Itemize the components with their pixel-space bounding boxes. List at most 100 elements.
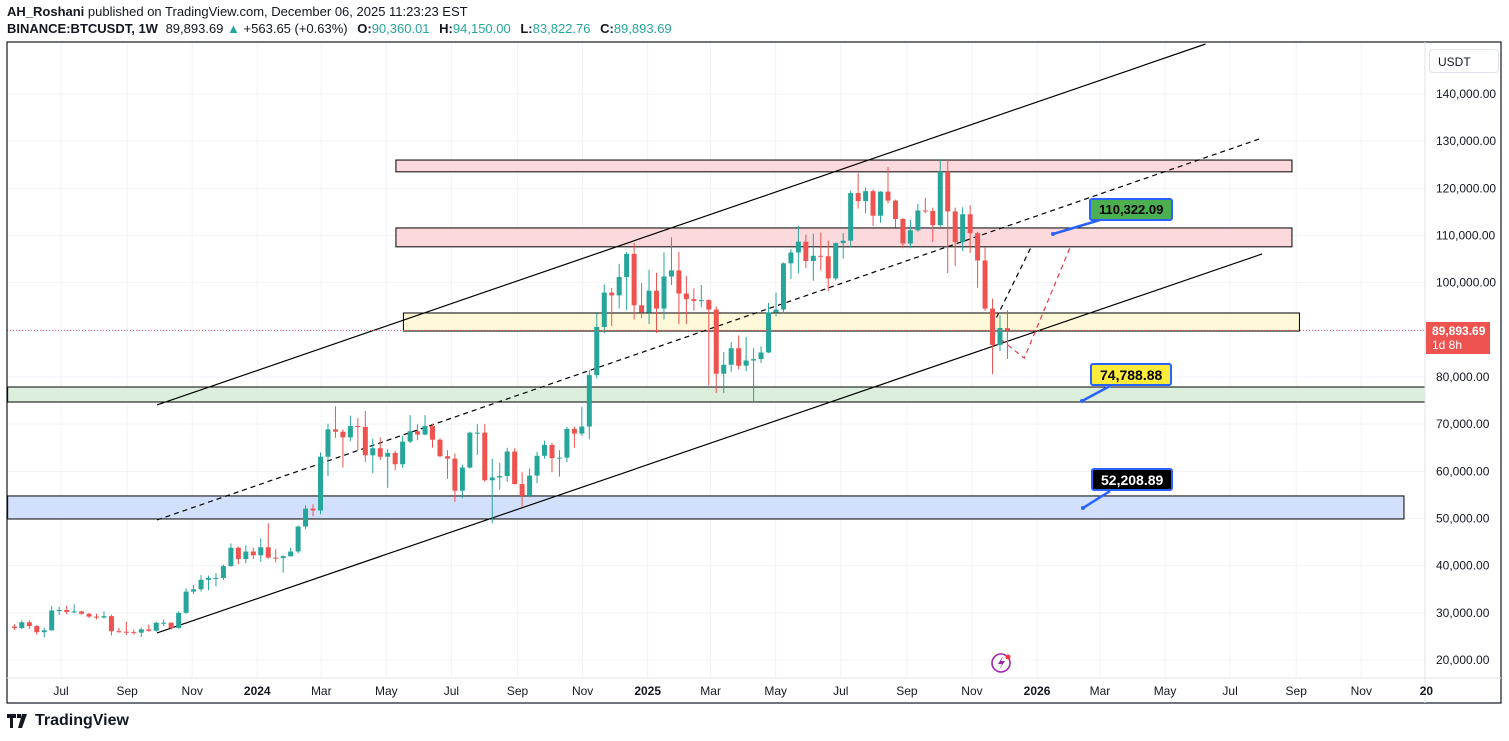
candle	[616, 263, 622, 309]
candle	[444, 450, 450, 479]
candle-body	[161, 622, 167, 624]
candle	[79, 610, 85, 615]
candle-body	[945, 171, 951, 212]
candle	[564, 426, 570, 462]
candle	[131, 629, 137, 635]
x-tick-label: May	[375, 684, 398, 698]
candle	[206, 575, 212, 591]
candle-body	[347, 426, 353, 438]
candle-body	[153, 622, 159, 631]
x-tick-label: Jul	[833, 684, 848, 698]
candle-body	[49, 610, 55, 631]
candle	[489, 458, 495, 524]
low-value: 83,822.76	[532, 21, 591, 36]
candle	[960, 207, 966, 252]
candle-body	[1004, 328, 1010, 331]
candle-body	[295, 526, 301, 552]
candle	[303, 505, 309, 530]
candle	[288, 547, 294, 557]
candle-body	[997, 327, 1003, 345]
x-tick-label: 20	[1420, 684, 1434, 698]
candle	[900, 218, 906, 249]
candle	[482, 424, 488, 482]
candle	[64, 605, 70, 615]
candle	[41, 627, 47, 638]
callout-anchor	[1080, 399, 1084, 403]
callout-110k[interactable]: 110,322.09	[1089, 198, 1174, 221]
x-tick-label: Sep	[507, 684, 529, 698]
candle-body	[922, 210, 928, 212]
candle-body	[407, 431, 413, 442]
candle	[71, 604, 77, 614]
candle-body	[736, 348, 742, 366]
candle-body	[915, 210, 921, 231]
candle-body	[34, 626, 40, 633]
candle	[430, 423, 436, 448]
candle	[407, 415, 413, 444]
candle	[116, 627, 122, 633]
candle-body	[362, 426, 368, 456]
candle	[273, 549, 279, 563]
candle	[437, 438, 443, 458]
candle-body	[639, 305, 645, 313]
candle-body	[990, 308, 996, 345]
candle	[556, 450, 562, 477]
candle	[34, 625, 40, 635]
events-lightning-icon[interactable]	[991, 653, 1011, 673]
x-tick-label: Mar	[1090, 684, 1111, 698]
candle	[213, 573, 219, 587]
candle	[340, 429, 346, 468]
tradingview-logo[interactable]: TradingView	[7, 712, 129, 730]
candle-body	[265, 547, 271, 558]
x-tick-label: Mar	[311, 684, 332, 698]
low-label: L:	[520, 21, 533, 36]
close-value: 89,893.69	[613, 21, 672, 36]
candle	[728, 342, 734, 372]
callout-52k[interactable]: 52,208.89	[1091, 468, 1174, 491]
candle-body	[863, 191, 869, 202]
candle	[676, 252, 682, 325]
y-tick-label: 110,000.00	[1436, 229, 1495, 243]
candle	[713, 306, 719, 394]
symbol-name[interactable]: BINANCE:BTCUSDT, 1W	[7, 21, 158, 36]
candle-body	[430, 426, 436, 440]
candle	[512, 448, 518, 485]
candle	[997, 315, 1003, 352]
candle-body	[497, 476, 503, 478]
last-price: 89,893.69	[165, 21, 224, 36]
candle-body	[318, 456, 324, 511]
candle	[332, 406, 338, 438]
candle-body	[116, 631, 122, 633]
candle	[885, 167, 891, 204]
currency-button[interactable]: USDT	[1429, 49, 1499, 73]
candle	[1004, 310, 1010, 359]
candle-body	[556, 457, 562, 459]
author-name[interactable]: AH_Roshani	[7, 4, 85, 19]
candle-body	[982, 260, 988, 309]
candle	[318, 452, 324, 515]
candle-body	[146, 629, 152, 631]
candle	[833, 242, 839, 281]
candle-body	[392, 452, 398, 465]
candle-body	[728, 348, 734, 365]
candle-body	[795, 241, 801, 253]
callout-pointer	[1052, 218, 1101, 236]
candle	[751, 348, 757, 403]
candle	[347, 415, 353, 442]
candle	[370, 438, 376, 474]
candle	[601, 284, 607, 334]
callout-75k[interactable]: 74,788.88	[1090, 363, 1173, 386]
candle-body	[833, 243, 839, 279]
y-tick-label: 120,000.00	[1436, 181, 1496, 195]
candle-body	[586, 375, 592, 427]
channel-mid	[156, 137, 1263, 521]
candle-body	[534, 455, 540, 476]
candle-body	[698, 300, 704, 302]
current-price-label: 89,893.69 1d 8h	[1426, 322, 1490, 354]
candle	[94, 613, 100, 620]
candle	[967, 205, 973, 253]
candle	[243, 545, 249, 564]
candle-body	[400, 441, 406, 465]
candle-body	[250, 551, 256, 556]
